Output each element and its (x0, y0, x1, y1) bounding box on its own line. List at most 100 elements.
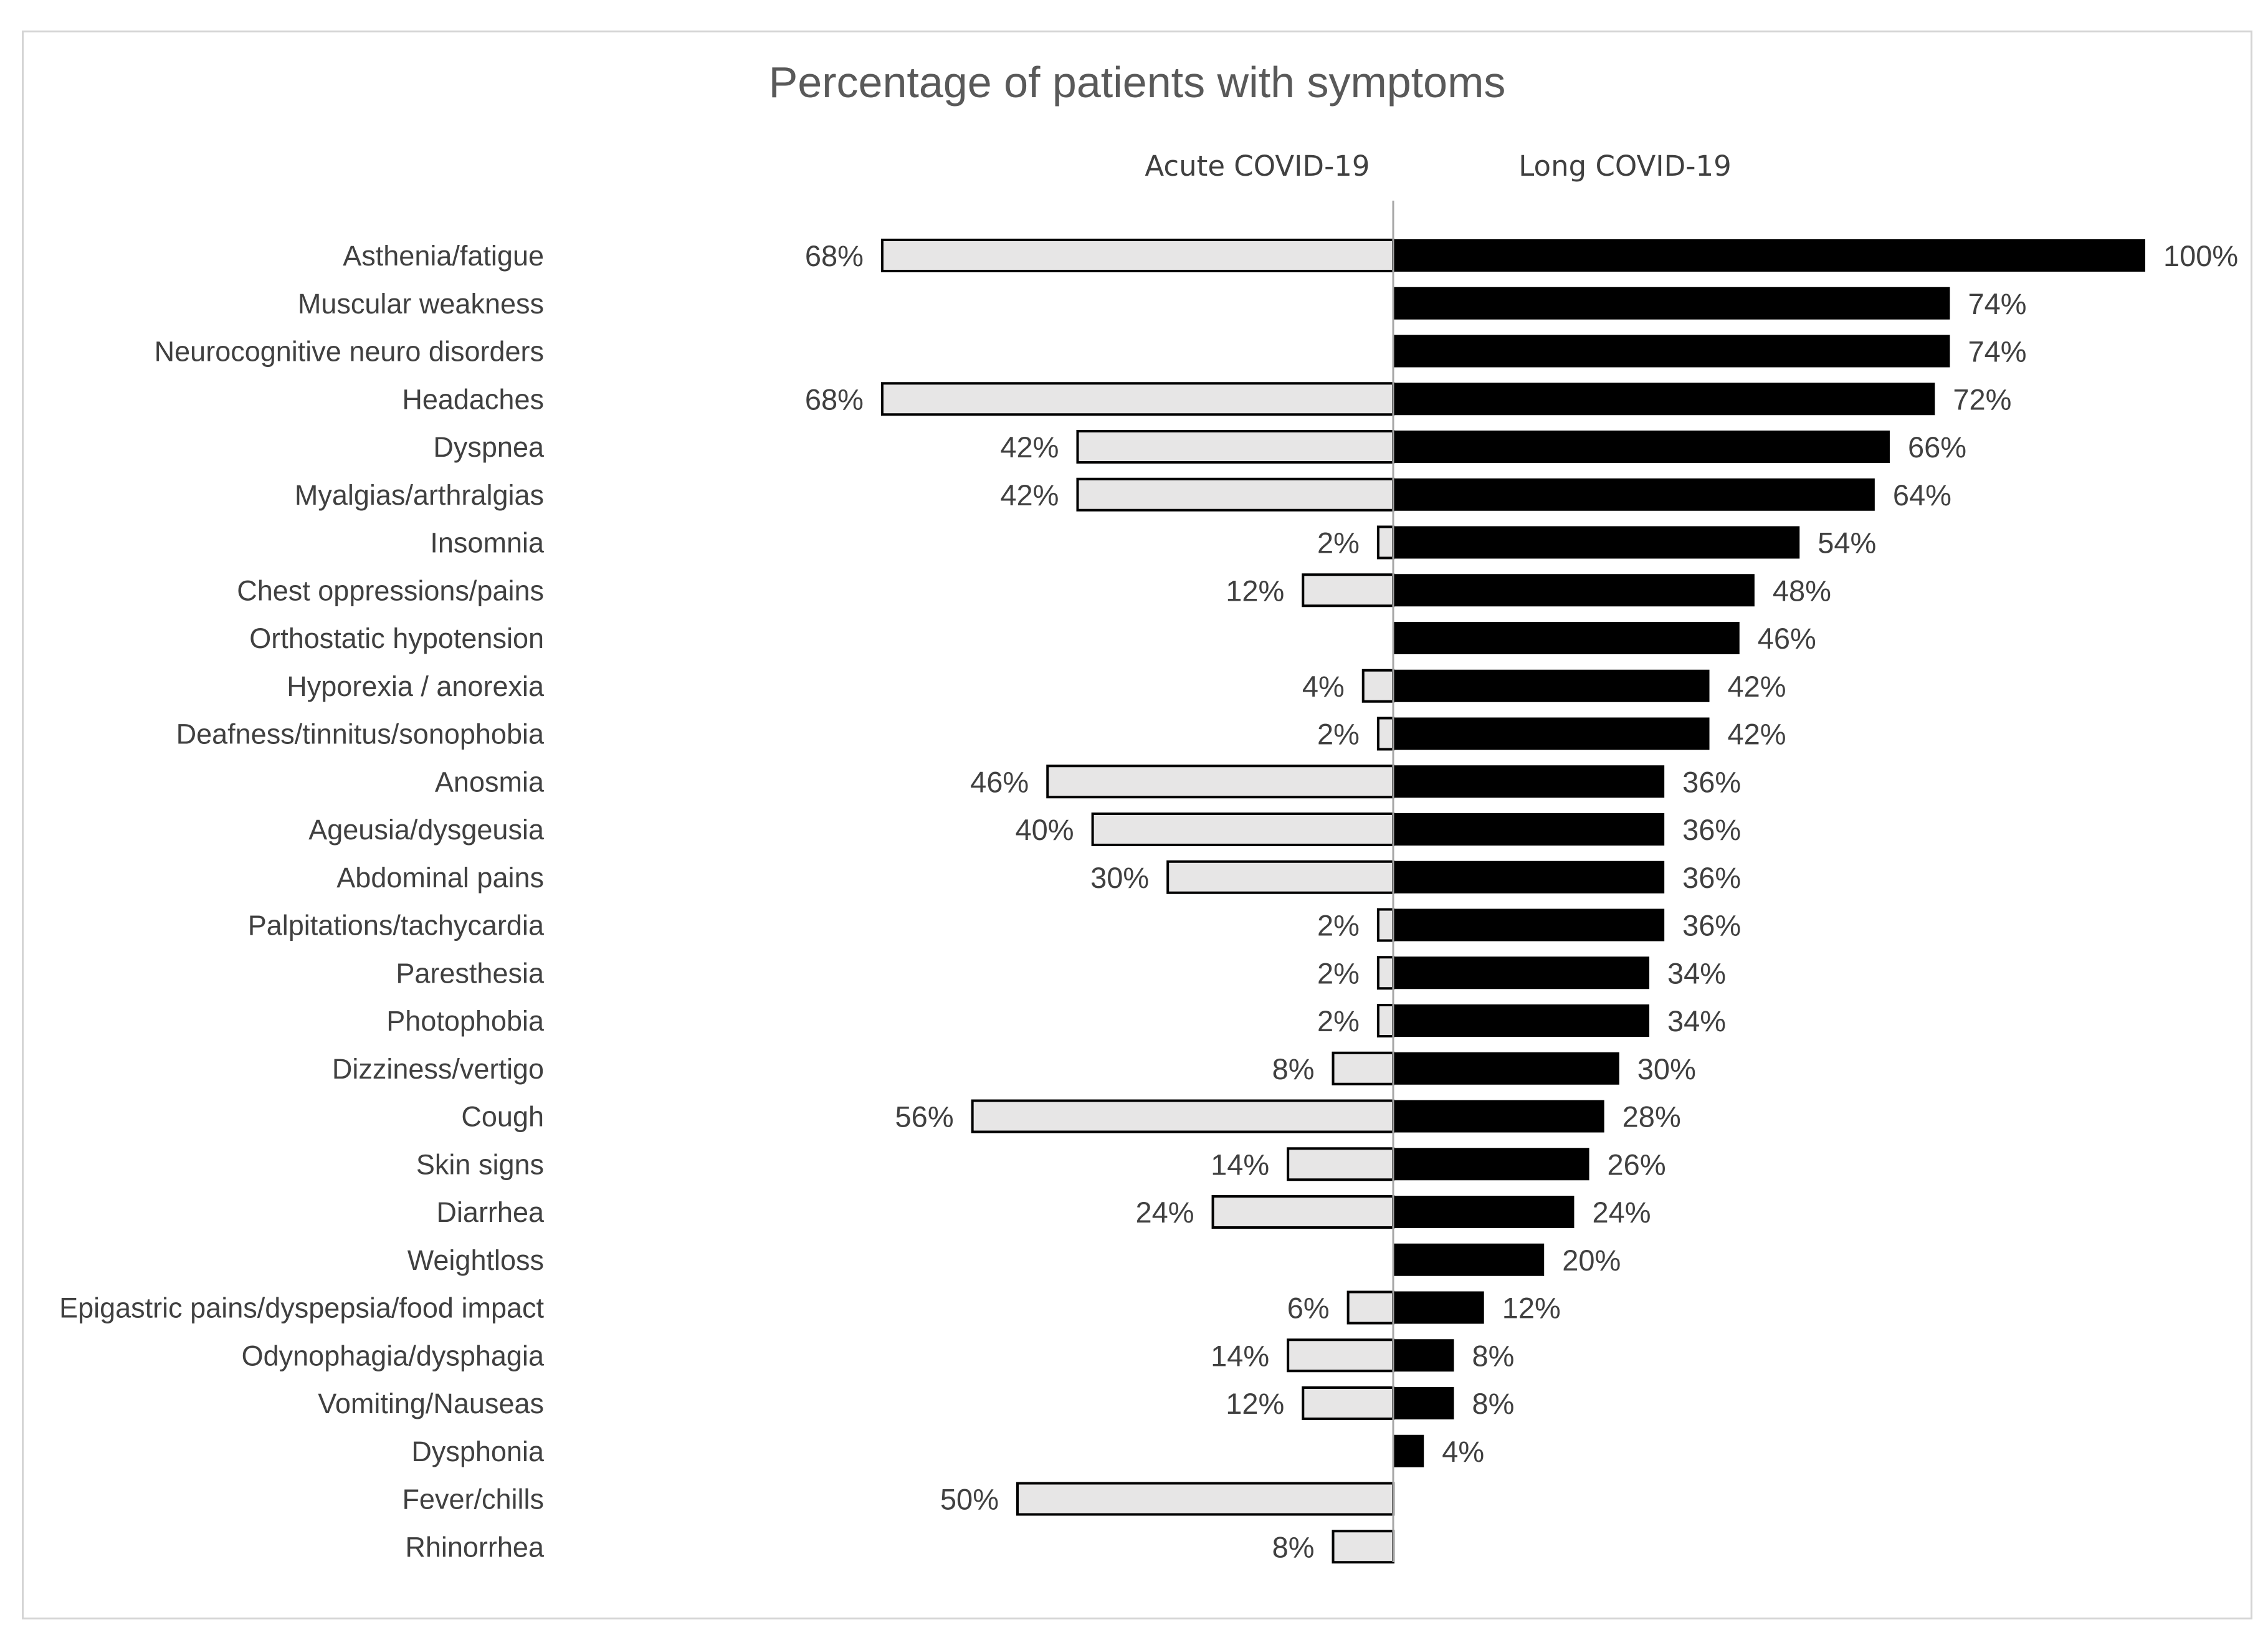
long-bar-palpitations-tachycardia (1393, 908, 1665, 941)
long-bar-odynophagia-dysphagia (1393, 1339, 1454, 1372)
category-label-myalgias-arthralgias: Myalgias/arthralgias (295, 479, 544, 511)
category-label-diarrhea: Diarrhea (436, 1196, 545, 1228)
category-label-vomiting-nauseas: Vomiting/Nauseas (318, 1388, 544, 1419)
acute-value-label-ageusia-dysgeusia: 40% (1016, 813, 1074, 846)
category-label-odynophagia-dysphagia: Odynophagia/dysphagia (242, 1340, 545, 1371)
long-bar-chest-oppressions-pains (1393, 574, 1755, 607)
acute-value-label-anosmia: 46% (970, 765, 1029, 798)
long-bar-orthostatic-hypotension (1393, 622, 1740, 654)
acute-bar-skin-signs (1287, 1147, 1395, 1181)
category-label-asthenia-fatigue: Asthenia/fatigue (343, 240, 544, 272)
acute-value-label-myalgias-arthralgias: 42% (1000, 479, 1059, 512)
long-bar-vomiting-nauseas (1393, 1387, 1454, 1419)
acute-bar-rhinorrhea (1332, 1530, 1395, 1564)
long-value-label-abdominal-pains: 36% (1682, 861, 1741, 894)
acute-bar-diarrhea (1211, 1195, 1395, 1229)
long-value-label-chest-oppressions-pains: 48% (1773, 574, 1831, 607)
acute-value-label-abdominal-pains: 30% (1090, 861, 1149, 894)
category-label-insomnia: Insomnia (430, 527, 545, 559)
acute-value-label-vomiting-nauseas: 12% (1226, 1387, 1284, 1420)
category-label-rhinorrhea: Rhinorrhea (405, 1531, 545, 1563)
acute-value-label-paresthesia: 2% (1317, 956, 1360, 989)
acute-value-label-hyporexia-anorexia: 4% (1302, 670, 1345, 703)
acute-value-label-palpitations-tachycardia: 2% (1317, 909, 1360, 942)
long-bar-paresthesia (1393, 956, 1650, 989)
acute-value-label-epigastric-pains-dyspepsia-food-impact: 6% (1287, 1292, 1330, 1325)
long-bar-insomnia (1393, 526, 1800, 559)
category-label-paresthesia: Paresthesia (396, 957, 545, 989)
category-label-ageusia-dysgeusia: Ageusia/dysgeusia (308, 814, 545, 846)
category-label-photophobia: Photophobia (386, 1005, 545, 1037)
long-value-label-insomnia: 54% (1818, 527, 1876, 560)
long-value-label-dysphonia: 4% (1442, 1435, 1484, 1468)
acute-bar-dizziness-vertigo (1332, 1051, 1395, 1085)
category-label-abdominal-pains: Abdominal pains (336, 862, 544, 894)
long-value-label-palpitations-tachycardia: 36% (1682, 909, 1741, 942)
long-value-label-headaches: 72% (1953, 383, 2011, 416)
acute-bar-headaches (880, 382, 1395, 416)
category-label-skin-signs: Skin signs (416, 1148, 544, 1180)
long-bar-dizziness-vertigo (1393, 1052, 1619, 1085)
long-bars (1393, 239, 2145, 1467)
category-label-chest-oppressions-pains: Chest oppressions/pains (237, 574, 544, 606)
acute-bar-odynophagia-dysphagia (1287, 1338, 1395, 1373)
long-value-label-skin-signs: 26% (1608, 1148, 1666, 1181)
category-label-headaches: Headaches (402, 383, 544, 415)
acute-value-label-odynophagia-dysphagia: 14% (1211, 1339, 1269, 1372)
category-label-orthostatic-hypotension: Orthostatic hypotension (249, 622, 544, 654)
long-value-label-dyspnea: 66% (1908, 431, 1966, 464)
long-value-label-paresthesia: 34% (1667, 956, 1726, 989)
category-label-hyporexia-anorexia: Hyporexia / anorexia (287, 670, 545, 702)
acute-bar-palpitations-tachycardia (1376, 908, 1394, 942)
long-bar-epigastric-pains-dyspepsia-food-impact (1393, 1291, 1484, 1324)
acute-bar-abdominal-pains (1166, 860, 1394, 894)
acute-bar-fever-chills (1016, 1482, 1394, 1516)
long-bar-headaches (1393, 383, 1935, 416)
category-label-anosmia: Anosmia (435, 766, 545, 798)
category-label-dizziness-vertigo: Dizziness/vertigo (332, 1053, 544, 1085)
long-bar-dyspnea (1393, 431, 1890, 463)
long-value-label-vomiting-nauseas: 8% (1472, 1387, 1514, 1420)
acute-value-label-dizziness-vertigo: 8% (1272, 1052, 1315, 1085)
acute-bar-paresthesia (1376, 956, 1394, 990)
acute-bar-epigastric-pains-dyspepsia-food-impact (1346, 1290, 1394, 1325)
acute-bar-deafness-tinnitus-sonophobia (1376, 717, 1394, 751)
long-value-label-diarrhea: 24% (1592, 1196, 1651, 1229)
category-label-palpitations-tachycardia: Palpitations/tachycardia (248, 910, 545, 941)
long-value-label-neurocognitive-neuro-disorders: 74% (1968, 335, 2026, 368)
long-value-label-anosmia: 36% (1682, 765, 1741, 798)
long-bar-myalgias-arthralgias (1393, 478, 1875, 511)
chart-title: Percentage of patients with symptoms (769, 58, 1506, 107)
long-value-label-cough: 28% (1622, 1100, 1681, 1133)
value-labels: 68% 100% 74% 74% 68% 72% 42% 66% 42% 64% 2% 54% 12% 4… (805, 239, 2238, 1563)
long-bar-photophobia (1393, 1004, 1650, 1037)
long-bar-diarrhea (1393, 1196, 1575, 1228)
category-label-deafness-tinnitus-sonophobia: Deafness/tinnitus/sonophobia (176, 718, 545, 750)
acute-value-label-deafness-tinnitus-sonophobia: 2% (1317, 718, 1360, 751)
long-value-label-hyporexia-anorexia: 42% (1728, 670, 1786, 703)
acute-bar-hyporexia-anorexia (1361, 669, 1395, 703)
long-value-label-weightloss: 20% (1562, 1244, 1621, 1277)
long-bar-deafness-tinnitus-sonophobia (1393, 717, 1710, 750)
acute-bar-insomnia (1376, 525, 1394, 560)
acute-value-label-diarrhea: 24% (1135, 1196, 1194, 1229)
category-label-cough: Cough (461, 1101, 544, 1133)
category-label-fever-chills: Fever/chills (402, 1484, 544, 1515)
acute-value-label-rhinorrhea: 8% (1272, 1530, 1315, 1563)
long-bar-hyporexia-anorexia (1393, 669, 1710, 702)
acute-value-label-cough: 56% (895, 1100, 954, 1133)
acute-bar-chest-oppressions-pains (1302, 573, 1395, 608)
long-value-label-odynophagia-dysphagia: 8% (1472, 1339, 1514, 1372)
series-label-long: Long COVID-19 (1518, 150, 1731, 183)
category-label-weightloss: Weightloss (407, 1244, 544, 1276)
acute-value-label-skin-signs: 14% (1211, 1148, 1269, 1181)
long-value-label-epigastric-pains-dyspepsia-food-impact: 12% (1502, 1292, 1561, 1325)
long-bar-asthenia-fatigue (1393, 239, 2145, 272)
long-value-label-muscular-weakness: 74% (1968, 287, 2026, 320)
long-bar-anosmia (1393, 765, 1665, 798)
category-label-epigastric-pains-dyspepsia-food-impact: Epigastric pains/dyspepsia/food impact (59, 1292, 544, 1324)
acute-bar-anosmia (1046, 765, 1394, 799)
acute-bars (880, 239, 1395, 1564)
long-value-label-dizziness-vertigo: 30% (1637, 1052, 1696, 1085)
category-labels: Asthenia/fatigue Muscular weakness Neuroco… (59, 240, 545, 1563)
